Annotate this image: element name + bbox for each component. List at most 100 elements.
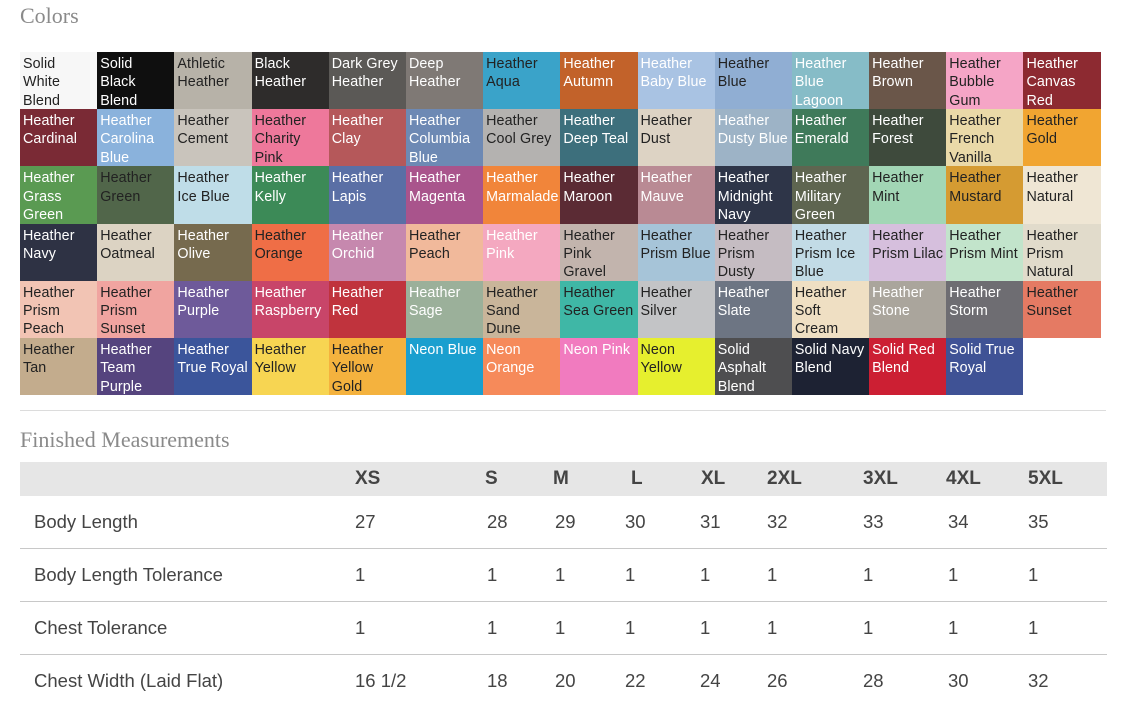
color-swatch: Heather Lapis [329, 166, 406, 223]
measurement-value: 1 [925, 602, 1013, 655]
color-swatch: Heather Charity Pink [252, 109, 329, 166]
measurement-value: 27 [340, 496, 455, 549]
color-swatch: Solid Black Blend [97, 52, 174, 109]
measurement-value: 22 [595, 655, 665, 707]
size-header: XS [340, 462, 455, 496]
color-swatch: Heather Dusty Blue [715, 109, 792, 166]
measurement-value: 1 [455, 549, 525, 602]
measurement-value: 1 [525, 602, 595, 655]
colors-title: Colors [20, 3, 79, 29]
size-header: XL [665, 462, 740, 496]
color-swatch: Heather Peach [406, 224, 483, 281]
size-header: 2XL [740, 462, 830, 496]
measurement-value: 1 [925, 549, 1013, 602]
size-header: 5XL [1013, 462, 1107, 496]
measurement-value: 30 [925, 655, 1013, 707]
color-swatch: Black Heather [252, 52, 329, 109]
color-swatch: Heather Forest [869, 109, 946, 166]
measurement-value: 32 [740, 496, 830, 549]
color-swatch: Heather Grass Green [20, 166, 97, 223]
measurement-value: 35 [1013, 496, 1107, 549]
color-swatch: Heather Yellow Gold [329, 338, 406, 395]
color-swatch: Heather Mustard [946, 166, 1023, 223]
color-swatch: Heather Orange [252, 224, 329, 281]
measurement-value: 33 [830, 496, 925, 549]
measurement-value: 28 [830, 655, 925, 707]
color-swatch: Heather Columbia Blue [406, 109, 483, 166]
measurement-value: 1 [340, 549, 455, 602]
measurement-value: 18 [455, 655, 525, 707]
color-swatch: Heather Purple [174, 281, 251, 338]
color-swatch: Heather Canvas Red [1023, 52, 1100, 109]
color-swatch: Heather French Vanilla [946, 109, 1023, 166]
color-swatch: Heather Prism Blue [638, 224, 715, 281]
color-swatch: Heather Marmalade [483, 166, 560, 223]
color-swatch: Solid Red Blend [869, 338, 946, 395]
measurement-value: 1 [595, 602, 665, 655]
color-swatch: Heather Red [329, 281, 406, 338]
color-swatch: Heather Gold [1023, 109, 1100, 166]
measurement-value: 1 [455, 602, 525, 655]
color-swatch: Heather Pink [483, 224, 560, 281]
measurement-label: Chest Tolerance [20, 602, 340, 655]
color-swatch: Neon Yellow [638, 338, 715, 395]
color-swatch: Heather Prism Lilac [869, 224, 946, 281]
measurement-value: 1 [830, 549, 925, 602]
color-swatch: Heather Oatmeal [97, 224, 174, 281]
measurement-label: Body Length [20, 496, 340, 549]
color-swatch: Heather Blue [715, 52, 792, 109]
measurement-value: 34 [925, 496, 1013, 549]
measurement-value: 1 [1013, 602, 1107, 655]
measurement-value: 1 [665, 602, 740, 655]
color-swatch: Heather Deep Teal [560, 109, 637, 166]
color-swatch: Neon Pink [560, 338, 637, 395]
color-swatch: Heather Emerald [792, 109, 869, 166]
header-label-cell [20, 462, 340, 496]
color-swatch: Heather Raspberry [252, 281, 329, 338]
color-swatch: Heather Cool Grey [483, 109, 560, 166]
size-header: 4XL [925, 462, 1013, 496]
color-swatch: Heather Sea Green [560, 281, 637, 338]
color-swatch: Heather Mint [869, 166, 946, 223]
measurement-value: 1 [1013, 549, 1107, 602]
color-swatch: Heather Sage [406, 281, 483, 338]
measurement-value: 1 [740, 602, 830, 655]
color-swatch: Heather Sand Dune [483, 281, 560, 338]
measurement-value: 31 [665, 496, 740, 549]
color-swatch: Heather Prism Ice Blue [792, 224, 869, 281]
measurement-label: Body Length Tolerance [20, 549, 340, 602]
color-swatch: Heather Natural [1023, 166, 1100, 223]
color-swatch: Heather Prism Peach [20, 281, 97, 338]
measurement-value: 30 [595, 496, 665, 549]
section-divider [20, 410, 1106, 411]
color-swatch: Heather Clay [329, 109, 406, 166]
color-swatch: Heather Cement [174, 109, 251, 166]
color-swatch: Heather Magenta [406, 166, 483, 223]
measurement-value: 16 1/2 [340, 655, 455, 707]
measurement-value: 26 [740, 655, 830, 707]
color-swatch: Heather Baby Blue [638, 52, 715, 109]
color-swatch: Heather Tan [20, 338, 97, 395]
size-header: M [525, 462, 595, 496]
color-swatch: Heather Bubble Gum [946, 52, 1023, 109]
color-swatch: Heather Prism Natural [1023, 224, 1100, 281]
measurement-value: 1 [340, 602, 455, 655]
measurement-value: 1 [525, 549, 595, 602]
color-swatch: Neon Orange [483, 338, 560, 395]
color-swatch: Deep Heather [406, 52, 483, 109]
color-swatch: Heather Slate [715, 281, 792, 338]
color-swatch: Heather Aqua [483, 52, 560, 109]
measurement-value: 20 [525, 655, 595, 707]
color-swatch: Heather Maroon [560, 166, 637, 223]
measurement-value: 28 [455, 496, 525, 549]
color-swatch: Heather Autumn [560, 52, 637, 109]
color-swatch: Heather Prism Dusty [715, 224, 792, 281]
color-swatch: Heather Cardinal [20, 109, 97, 166]
color-swatch: Heather Carolina Blue [97, 109, 174, 166]
color-swatch: Heather Orchid [329, 224, 406, 281]
color-swatch: Heather Kelly [252, 166, 329, 223]
measurement-value: 1 [595, 549, 665, 602]
measurements-title: Finished Measurements [20, 427, 230, 453]
